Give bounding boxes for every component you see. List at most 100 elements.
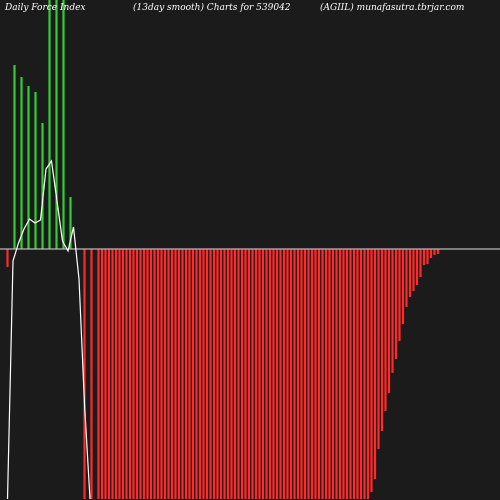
- bar-negative: [398, 249, 401, 341]
- bar-negative: [328, 249, 331, 499]
- bar-negative: [125, 249, 128, 499]
- bar-negative: [286, 249, 289, 499]
- bars-group: [6, 0, 440, 499]
- bar-negative: [230, 249, 233, 499]
- bar-negative: [345, 249, 349, 499]
- bar-negative: [191, 249, 195, 499]
- bar-negative: [366, 249, 370, 499]
- bar-negative: [149, 249, 153, 499]
- bar-negative: [352, 249, 356, 499]
- bar-positive: [34, 92, 37, 249]
- bar-negative: [380, 249, 384, 431]
- bar-negative: [408, 249, 412, 297]
- bar-negative: [188, 249, 191, 499]
- bar-negative: [135, 249, 139, 499]
- smooth-line: [6, 159, 91, 500]
- bar-negative: [422, 249, 426, 265]
- bar-negative: [363, 249, 366, 499]
- bar-negative: [335, 249, 338, 499]
- bar-negative: [156, 249, 160, 499]
- bar-negative: [170, 249, 174, 499]
- bar-positive: [20, 77, 23, 249]
- bar-negative: [405, 249, 408, 307]
- bar-negative: [310, 249, 314, 499]
- bar-positive: [62, 0, 65, 249]
- bar-negative: [338, 249, 342, 499]
- bar-negative: [258, 249, 261, 499]
- bar-negative: [111, 249, 114, 499]
- bar-negative: [223, 249, 226, 499]
- bar-negative: [373, 249, 377, 479]
- bar-negative: [104, 249, 107, 499]
- bar-negative: [261, 249, 265, 499]
- bar-negative: [436, 249, 440, 254]
- bar-negative: [356, 249, 359, 499]
- bar-negative: [331, 249, 335, 499]
- bar-negative: [181, 249, 184, 499]
- bar-negative: [282, 249, 286, 499]
- bar-negative: [160, 249, 163, 499]
- bar-negative: [212, 249, 216, 499]
- bar-negative: [240, 249, 244, 499]
- bar-negative: [349, 249, 352, 499]
- bar-negative: [100, 249, 104, 499]
- chart-title-left: Daily Force Index: [5, 3, 86, 13]
- bar-positive: [69, 197, 72, 249]
- bar-negative: [401, 249, 405, 324]
- bar-negative: [429, 249, 433, 258]
- chart-title-center: (13day smooth) Charts for 539042: [133, 3, 291, 13]
- bar-negative: [251, 249, 254, 499]
- bar-negative: [272, 249, 275, 499]
- bar-negative: [121, 249, 125, 499]
- bar-negative: [128, 249, 132, 499]
- bar-negative: [377, 249, 380, 449]
- bar-negative: [247, 249, 251, 499]
- bar-negative: [142, 249, 146, 499]
- bar-negative: [167, 249, 170, 499]
- bar-negative: [90, 249, 93, 499]
- bar-negative: [177, 249, 181, 499]
- bar-negative: [209, 249, 212, 499]
- bar-negative: [293, 249, 296, 499]
- bar-negative: [415, 249, 419, 285]
- bar-negative: [107, 249, 111, 499]
- bar-negative: [198, 249, 202, 499]
- bar-negative: [296, 249, 300, 499]
- bar-negative: [419, 249, 422, 277]
- bar-negative: [265, 249, 268, 499]
- bar-negative: [279, 249, 282, 499]
- bar-negative: [153, 249, 156, 499]
- bar-negative: [146, 249, 149, 499]
- bar-negative: [132, 249, 135, 499]
- bar-negative: [433, 249, 436, 255]
- bar-negative: [114, 249, 118, 499]
- bar-positive: [13, 65, 16, 249]
- bar-negative: [237, 249, 240, 499]
- bar-negative: [370, 249, 373, 492]
- bar-positive: [55, 0, 58, 249]
- bar-negative: [268, 249, 272, 499]
- bar-negative: [391, 249, 394, 373]
- bar-positive: [41, 123, 44, 249]
- bar-negative: [205, 249, 209, 499]
- bar-negative: [307, 249, 310, 499]
- bar-negative: [6, 249, 9, 267]
- bar-negative: [303, 249, 307, 499]
- bar-negative: [83, 249, 86, 499]
- bar-negative: [233, 249, 237, 499]
- bar-negative: [254, 249, 258, 499]
- bar-negative: [226, 249, 230, 499]
- bar-negative: [426, 249, 429, 264]
- bar-positive: [27, 86, 30, 249]
- bar-negative: [289, 249, 293, 499]
- bar-negative: [412, 249, 415, 291]
- bar-negative: [394, 249, 398, 359]
- bar-negative: [202, 249, 205, 499]
- bar-negative: [314, 249, 317, 499]
- bar-negative: [387, 249, 391, 393]
- bar-negative: [163, 249, 167, 499]
- bar-negative: [275, 249, 279, 499]
- bar-negative: [384, 249, 387, 411]
- bar-negative: [321, 249, 324, 499]
- bar-negative: [359, 249, 363, 499]
